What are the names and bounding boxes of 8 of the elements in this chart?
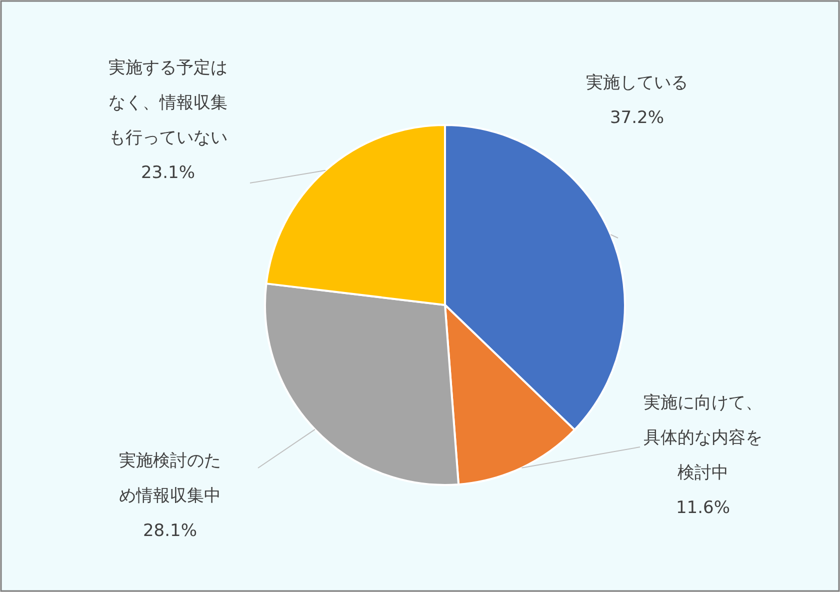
slice-label: 実施する予定はなく、情報収集も行っていない: [108, 58, 228, 148]
slice-label: 実施に向けて、具体的な内容を検討中: [644, 393, 762, 483]
data-label: 11.6%: [676, 498, 730, 518]
slice-label: 実施検討のため情報収集中: [119, 451, 221, 506]
data-label: 28.1%: [142, 521, 198, 541]
data-label: 37.2%: [610, 108, 664, 128]
data-label: 23.1%: [140, 163, 196, 183]
slice-label: 実施している: [586, 73, 688, 93]
